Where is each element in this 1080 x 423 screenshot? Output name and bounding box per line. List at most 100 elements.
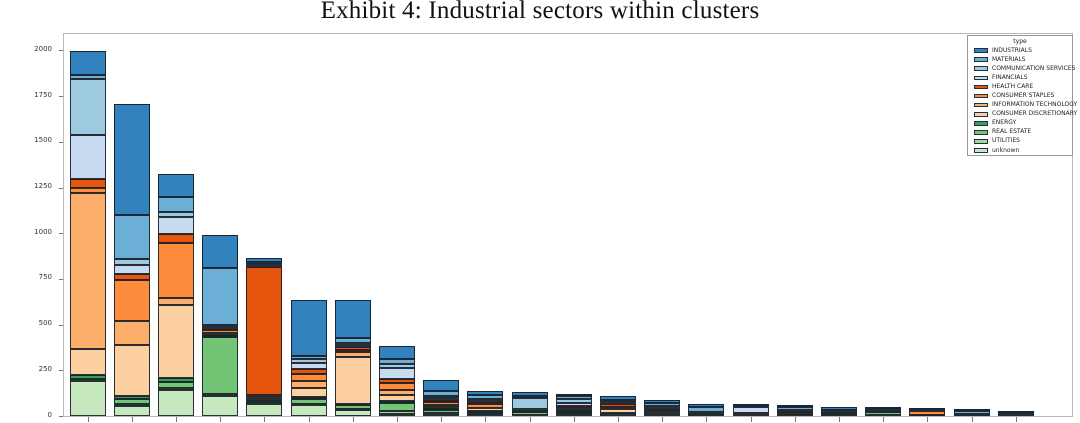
bar-segment: [113, 104, 150, 215]
x-tick-mark: [927, 417, 929, 422]
legend-item: unknown: [968, 146, 1072, 155]
x-tick-mark: [662, 417, 664, 422]
bar-segment: [69, 381, 106, 416]
legend-item: REAL ESTATE: [968, 128, 1072, 137]
legend-swatch-icon: [974, 148, 988, 153]
bar-segment: [290, 362, 327, 370]
legend-item: CONSUMER DISCRETIONARY: [968, 110, 1077, 119]
y-tick-label: 2000: [34, 44, 52, 53]
bar: [202, 234, 239, 416]
y-tick-label: 1000: [34, 227, 52, 236]
bar-segment: [467, 402, 504, 405]
bar-segment: [246, 397, 283, 401]
bar-segment: [423, 407, 460, 411]
bar-segment: [157, 233, 194, 244]
bar-segment: [865, 406, 902, 410]
y-tick-label: 750: [38, 273, 52, 282]
legend-item: INFORMATION TECHNOLOGY: [968, 101, 1077, 110]
legend-item-label: CONSUMER DISCRETIONARY: [992, 110, 1078, 118]
bar: [246, 258, 283, 416]
legend-item-label: INFORMATION TECHNOLOGY: [992, 101, 1078, 109]
bar-segment: [776, 410, 813, 413]
bar-segment: [69, 79, 106, 136]
y-tick-label: 1250: [34, 182, 52, 191]
bar-segment: [378, 378, 415, 384]
bar-segment: [644, 407, 681, 410]
legend: type INDUSTRIALS MATERIALS COMMUNICATION S…: [967, 35, 1077, 156]
bar-segment: [157, 304, 194, 378]
bar-segment: [865, 412, 902, 416]
bar-segment: [69, 50, 106, 75]
bar-segment: [511, 412, 548, 415]
bar: [644, 400, 681, 416]
bar-segment: [909, 411, 946, 415]
y-tick-mark: [59, 96, 63, 98]
x-tick-mark: [971, 417, 973, 422]
bar-segment: [644, 411, 681, 414]
plot-area: [59, 33, 1073, 422]
bar: [820, 407, 857, 416]
bar-segment: [113, 320, 150, 345]
x-tick-mark: [750, 417, 752, 422]
bar-segment: [246, 265, 283, 268]
bar-segment: [157, 173, 194, 198]
bar-segment: [378, 345, 415, 359]
bar-segment: [378, 401, 415, 404]
bar-segment: [555, 411, 592, 415]
bar-segment: [423, 400, 460, 403]
x-tick-mark: [617, 417, 619, 422]
bar-segment: [290, 369, 327, 374]
x-tick-mark: [175, 417, 177, 422]
x-tick-mark: [485, 417, 487, 422]
bar-segment: [202, 393, 239, 396]
bar-segment: [378, 414, 415, 416]
bar: [290, 300, 327, 416]
bar-segment: [69, 379, 106, 382]
bar-segment: [290, 387, 327, 397]
bar-segment: [776, 407, 813, 410]
legend-item: MATERIALS: [968, 55, 1072, 64]
bar-segment: [511, 397, 548, 410]
bar-segment: [732, 407, 769, 413]
bar-segment: [334, 347, 371, 350]
y-tick-mark: [59, 416, 63, 417]
y-tick-mark: [59, 233, 63, 235]
y-tick-label: 1500: [34, 136, 52, 145]
bar-segment: [378, 410, 415, 415]
bar-segment: [334, 338, 371, 344]
legend-item: UTILITIES: [968, 137, 1072, 146]
bar-segment: [290, 356, 327, 360]
bar-segment: [555, 396, 592, 400]
bar-segment: [290, 359, 327, 363]
bar-segment: [113, 274, 150, 281]
legend-item-label: ENERGY: [992, 119, 1017, 127]
bar: [113, 104, 150, 416]
legend-items: INDUSTRIALS MATERIALS COMMUNICATION SERVIC…: [968, 46, 1077, 155]
y-tick-label: 250: [38, 364, 52, 373]
legend-item: COMMUNICATION SERVICES: [968, 64, 1075, 73]
bar-segment: [555, 393, 592, 397]
legend-swatch-icon: [974, 111, 988, 117]
legend-item-label: UTILITIES: [992, 137, 1020, 145]
bar-segment: [423, 410, 460, 414]
bar: [334, 299, 371, 416]
bar-segment: [113, 344, 150, 396]
bar-segment: [113, 259, 150, 265]
bar-segment: [334, 349, 371, 352]
bar-segment: [467, 390, 504, 395]
legend-item: INDUSTRIALS: [968, 46, 1072, 55]
legend-item: CONSUMER STAPLES: [968, 91, 1072, 100]
bar-segment: [290, 373, 327, 381]
x-tick-mark: [131, 417, 133, 422]
bar-segment: [113, 264, 150, 275]
legend-swatch-icon: [974, 93, 988, 99]
bar-segment: [202, 267, 239, 326]
x-tick-mark: [396, 417, 398, 422]
bar-segment: [378, 403, 415, 411]
x-tick-mark: [573, 417, 575, 422]
bar-segment: [69, 74, 106, 80]
bar: [555, 393, 592, 416]
y-tick-mark: [59, 187, 63, 189]
legend-item-label: MATERIALS: [992, 55, 1026, 63]
bar-segment: [997, 410, 1034, 413]
